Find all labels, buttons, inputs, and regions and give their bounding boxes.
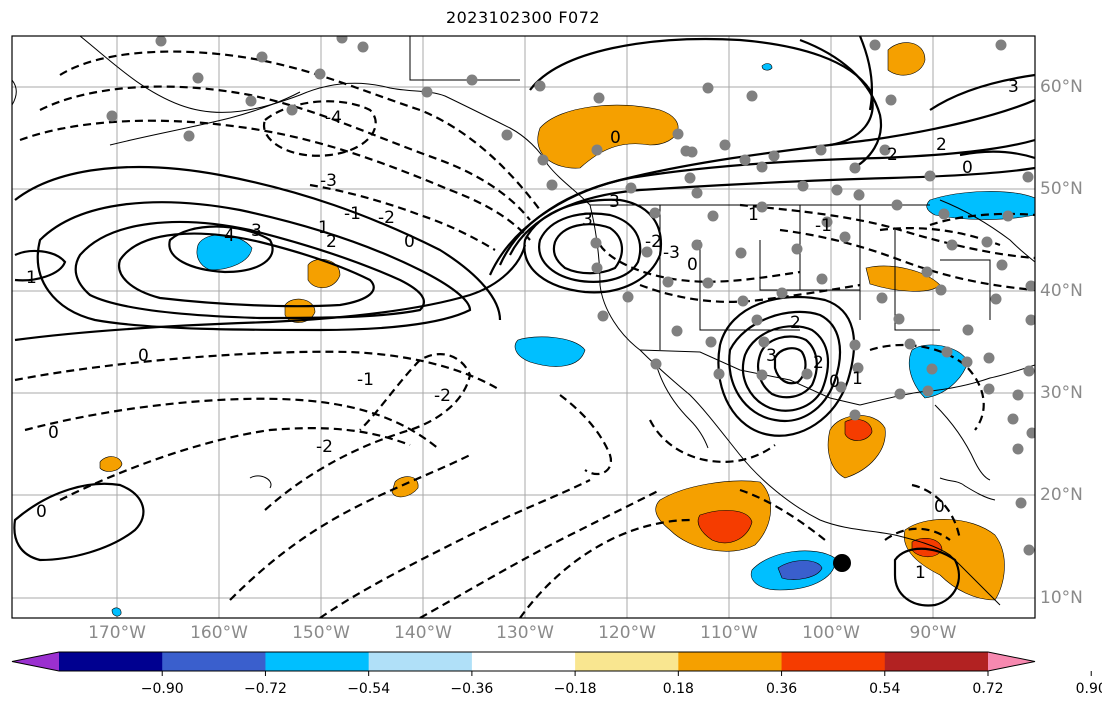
positive-contours (13, 36, 1035, 607)
svg-text:-3: -3 (320, 171, 337, 191)
svg-text:3: 3 (609, 192, 620, 212)
svg-text:-4: -4 (325, 108, 342, 128)
longitude-label: 90°W (909, 623, 957, 643)
colorbar-tick-label: 0.54 (869, 681, 901, 697)
svg-text:-2: -2 (645, 232, 662, 252)
svg-text:0: 0 (36, 502, 47, 522)
latitude-label: 20°N (1040, 485, 1083, 505)
svg-text:0: 0 (687, 255, 698, 275)
colorbar-segment (265, 652, 370, 671)
contour-labels: -4 -3 -2 -1 0 1 2 3 4 1 0 -1 -2 -2 0 0 3… (26, 77, 1019, 583)
svg-text:0: 0 (610, 128, 621, 148)
svg-text:1: 1 (852, 369, 863, 389)
svg-text:4: 4 (224, 226, 235, 246)
colorbar-segment (162, 652, 266, 671)
svg-text:1: 1 (748, 205, 759, 225)
latitude-label: 40°N (1040, 281, 1083, 301)
colorbar-segment (781, 652, 886, 671)
latitude-label: 10°N (1040, 588, 1083, 608)
svg-text:-1: -1 (357, 370, 374, 390)
longitude-label: 170°W (88, 623, 146, 643)
longitude-label: 110°W (700, 623, 758, 643)
colorbar-segment (368, 652, 473, 671)
longitude-label: 140°W (394, 623, 452, 643)
svg-text:0: 0 (404, 232, 415, 252)
latitude-label: 30°N (1040, 383, 1083, 403)
svg-text:0: 0 (962, 158, 973, 178)
svg-text:2: 2 (326, 232, 337, 252)
colorbar (11, 651, 1092, 676)
colorbar-segment (884, 652, 989, 671)
colorbar-tick-label: −0.90 (140, 681, 184, 697)
plot-frame (11, 35, 1036, 619)
negative-contours (14, 50, 1035, 618)
svg-text:2: 2 (936, 135, 947, 155)
svg-text:0: 0 (829, 372, 840, 392)
svg-text:-2: -2 (434, 386, 451, 406)
colorbar-tick-label: −0.72 (243, 681, 287, 697)
svg-text:-2: -2 (316, 437, 333, 457)
svg-text:2: 2 (813, 353, 824, 373)
svg-text:1: 1 (915, 563, 926, 583)
colorbar-segment (678, 652, 783, 671)
longitude-label: 130°W (496, 623, 554, 643)
svg-text:1: 1 (26, 268, 37, 288)
longitude-label: 120°W (598, 623, 656, 643)
svg-text:-2: -2 (378, 208, 395, 228)
svg-text:-1: -1 (344, 204, 361, 224)
longitude-label: 100°W (802, 623, 860, 643)
svg-text:3: 3 (766, 346, 777, 366)
colorbar-tick-label: 0.90 (1075, 681, 1102, 697)
svg-text:0: 0 (48, 423, 59, 443)
chart-title: 2023102300 F072 (445, 8, 601, 27)
svg-text:3: 3 (582, 210, 593, 230)
colorbar-tick-label: 0.18 (662, 681, 694, 697)
longitude-label: 150°W (292, 623, 350, 643)
colorbar-tick-label: −0.18 (553, 681, 597, 697)
colorbar-tick-label: 0.72 (972, 681, 1004, 697)
latitude-label: 60°N (1040, 77, 1083, 97)
colorbar-tick-label: −0.36 (450, 681, 494, 697)
location-marker (833, 554, 851, 572)
colorbar-segment (471, 652, 576, 671)
colorbar-tick-label: 0.36 (765, 681, 798, 697)
svg-text:-3: -3 (663, 243, 680, 263)
svg-text:0: 0 (934, 497, 945, 517)
svg-text:2: 2 (790, 313, 801, 333)
svg-text:0: 0 (138, 346, 149, 366)
svg-text:2: 2 (887, 145, 898, 165)
longitude-label: 160°W (190, 623, 248, 643)
svg-text:-1: -1 (815, 216, 832, 236)
station-dots (106, 36, 1035, 556)
colorbar-extend-max (988, 652, 1035, 671)
colorbar-segment (575, 652, 679, 671)
colorbar-outline (11, 651, 1036, 672)
latitude-label: 50°N (1040, 179, 1083, 199)
svg-text:3: 3 (1008, 77, 1019, 97)
colorbar-extend-min (12, 652, 59, 671)
svg-text:1: 1 (318, 218, 329, 238)
svg-text:3: 3 (251, 221, 262, 241)
colorbar-tick-label: −0.54 (347, 681, 391, 697)
colorbar-segment (59, 652, 163, 671)
